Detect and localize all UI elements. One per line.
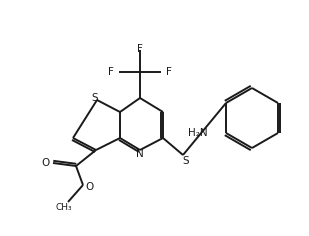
Text: N: N <box>136 149 144 159</box>
Text: H₂N: H₂N <box>188 128 208 138</box>
Text: F: F <box>137 44 143 54</box>
Text: S: S <box>183 156 189 166</box>
Text: O: O <box>42 158 50 168</box>
Text: F: F <box>108 67 114 77</box>
Text: S: S <box>92 93 98 103</box>
Text: CH₃: CH₃ <box>56 202 72 211</box>
Text: F: F <box>166 67 172 77</box>
Text: O: O <box>86 182 94 192</box>
